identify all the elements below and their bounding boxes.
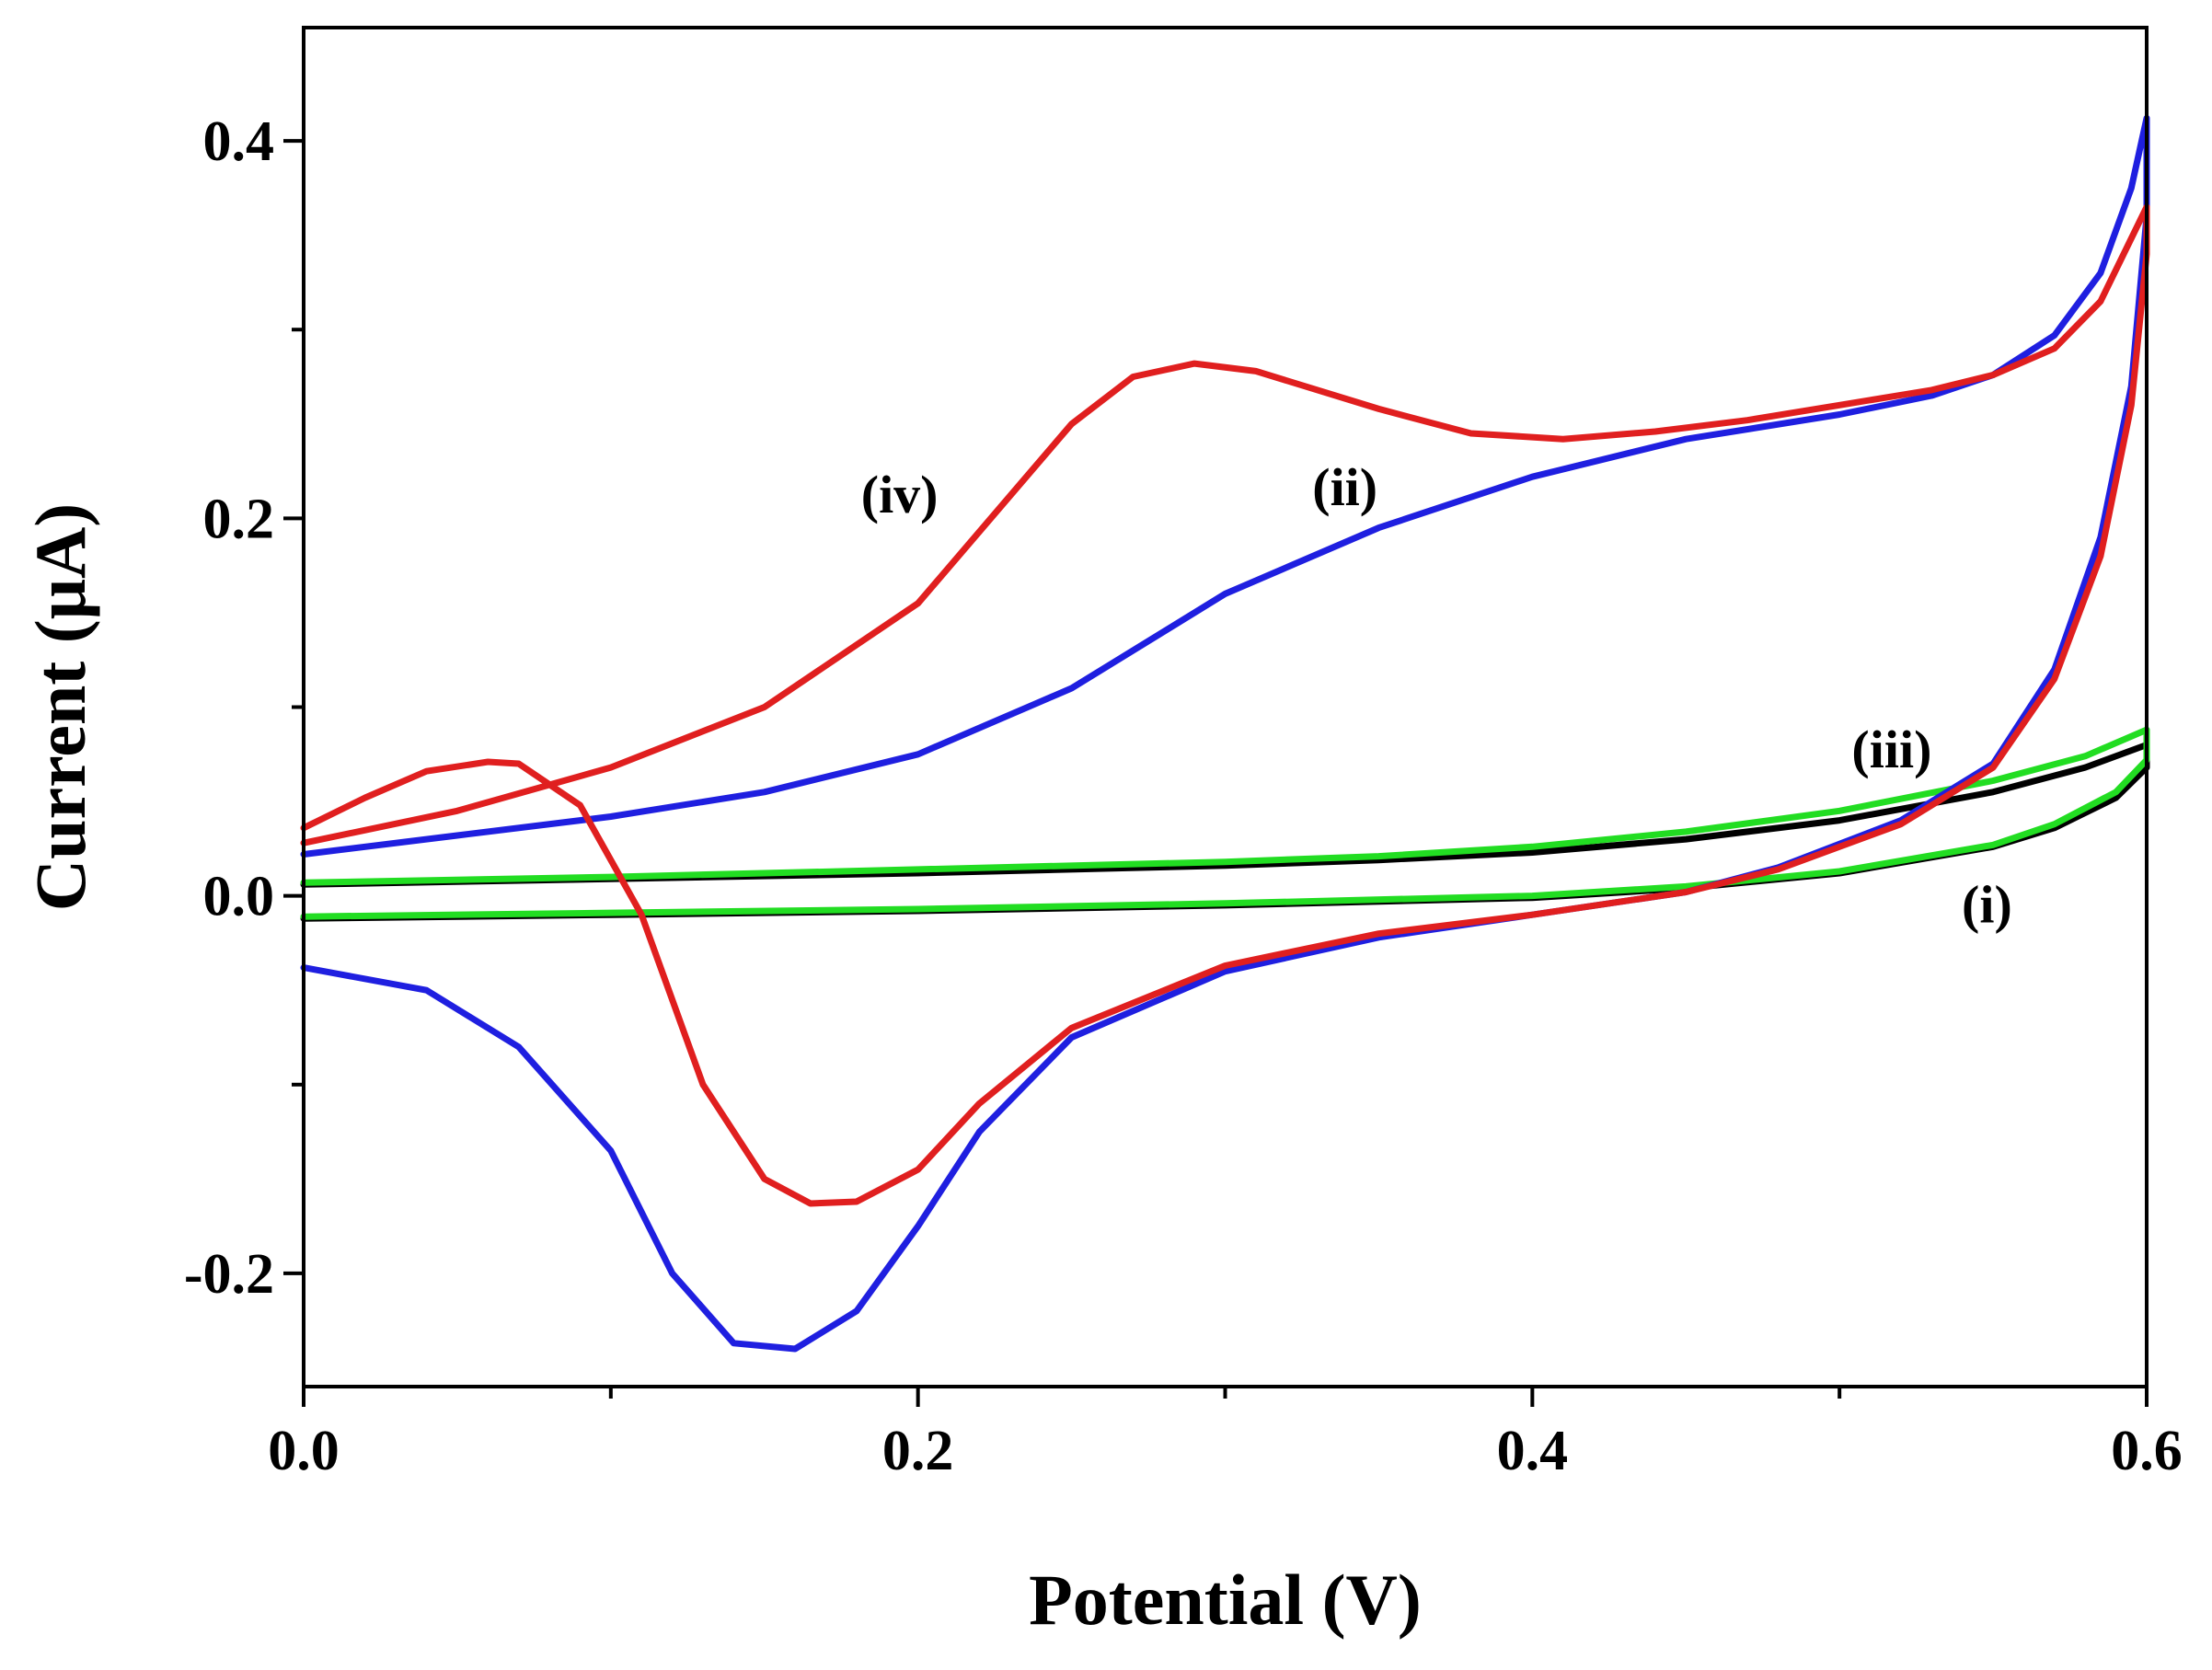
y-axis: -0.2 0.0 0.2 0.4: [184, 110, 304, 1306]
series-line-3: [300, 115, 2150, 1353]
y-tick-label: 0.4: [203, 110, 275, 173]
curve-label: (iv): [861, 465, 939, 524]
x-axis: 0.0 0.2 0.4 0.6: [268, 1387, 2183, 1482]
curve-label: (i): [1962, 874, 2012, 934]
x-tick-label: 0.4: [1497, 1420, 1569, 1482]
y-tick-label: -0.2: [184, 1243, 274, 1306]
curve-label: (iii): [1851, 720, 1931, 779]
y-tick-label: 0.0: [203, 866, 275, 928]
annotations: (iv) (ii) (iii) (i): [861, 457, 2012, 934]
x-axis-title: Potential (V): [1029, 1560, 1422, 1640]
x-tick-label: 0.0: [268, 1420, 340, 1482]
x-tick-label: 0.2: [882, 1420, 954, 1482]
curve-label: (ii): [1312, 457, 1377, 517]
series-line-4: [300, 203, 2150, 1207]
y-axis-title: Current (μA): [20, 503, 100, 912]
x-tick-label: 0.6: [2111, 1420, 2183, 1482]
y-tick-label: 0.2: [203, 488, 275, 550]
